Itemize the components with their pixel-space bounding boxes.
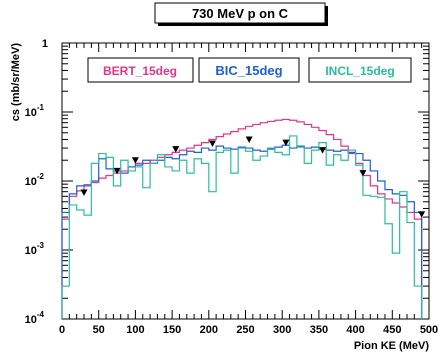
marker-group — [80, 136, 426, 218]
data-marker — [418, 211, 426, 218]
legend-entry-bic: BIC_15deg — [198, 57, 300, 83]
data-marker — [359, 170, 367, 177]
data-marker — [113, 167, 121, 175]
x-tick-label: 450 — [383, 324, 401, 336]
x-tick-label: 50 — [93, 324, 105, 336]
y-tick-label: 1 — [42, 38, 48, 50]
data-marker — [319, 147, 327, 154]
title-box: 730 MeV p on C — [154, 2, 328, 26]
legend-box-incl — [308, 57, 412, 83]
x-axis-label: Pion KE (MeV) — [354, 340, 430, 352]
data-marker — [131, 157, 139, 164]
y-axis-label: cs (mb/sr/MeV) — [10, 43, 22, 122]
legend-box-bic — [198, 57, 300, 83]
data-marker — [245, 136, 253, 143]
x-tick-label: 300 — [273, 324, 291, 336]
data-marker — [282, 139, 290, 147]
x-tick-label: 350 — [310, 324, 328, 336]
x-tick-label: 100 — [126, 324, 144, 336]
x-tick-label: 200 — [200, 324, 218, 336]
data-marker — [80, 189, 88, 197]
legend-entry-incl: INCL_15deg — [308, 57, 412, 83]
legend-label-incl: INCL_15deg — [325, 64, 394, 78]
x-tick-label: 250 — [236, 324, 254, 336]
x-tick-label: 500 — [420, 324, 438, 336]
legend-label-bic: BIC_15deg — [215, 63, 282, 78]
x-tick-label: 400 — [346, 324, 364, 336]
legend-entry-bert: BERT_15deg — [87, 57, 194, 83]
x-tick-label: 150 — [163, 324, 181, 336]
data-marker — [208, 140, 216, 147]
legend-box-bert — [87, 57, 194, 83]
title-box-frame — [154, 2, 326, 24]
y-axis-ticks: 10-410-310-210-11 — [25, 38, 429, 326]
x-tick-label: 0 — [59, 324, 65, 336]
chart-title: 730 MeV p on C — [192, 6, 289, 21]
legend-label-bert: BERT_15deg — [103, 64, 177, 78]
series-line-incl-15deg — [61, 135, 423, 319]
legend: BERT_15deg BIC_15deg INCL_15deg — [87, 57, 412, 83]
data-marker — [172, 146, 180, 153]
x-axis-ticks: 0 50 100 150 200 250 300 350 400 450 500 — [59, 43, 438, 336]
